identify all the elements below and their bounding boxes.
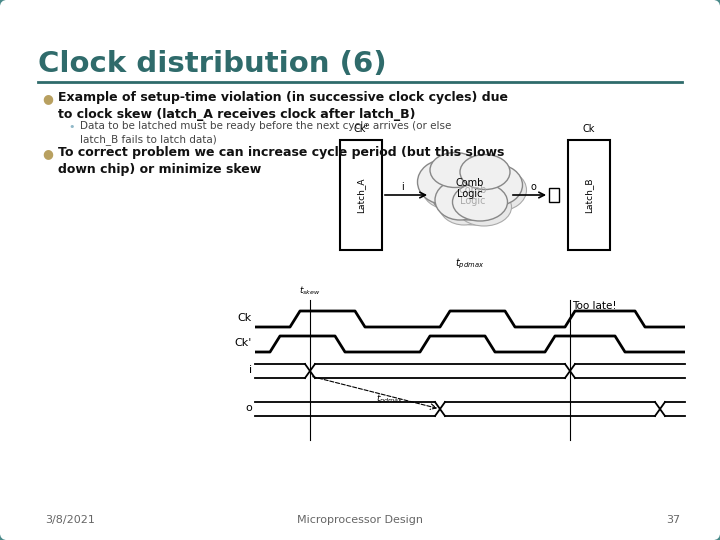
Ellipse shape — [421, 165, 477, 210]
Text: o: o — [530, 182, 536, 192]
Text: To correct problem we can increase cycle period (but this slows: To correct problem we can increase cycle… — [58, 146, 505, 159]
Ellipse shape — [418, 159, 472, 205]
Text: Comb: Comb — [459, 185, 487, 195]
Text: Example of setup-time violation (in successive clock cycles) due: Example of setup-time violation (in succ… — [58, 91, 508, 104]
FancyBboxPatch shape — [549, 188, 559, 202]
Text: Latch_A: Latch_A — [356, 177, 366, 213]
Text: •: • — [68, 122, 74, 132]
Text: Logic: Logic — [460, 196, 486, 206]
Ellipse shape — [430, 160, 510, 220]
Ellipse shape — [452, 183, 508, 221]
Ellipse shape — [435, 180, 485, 220]
Text: $t_{pdmax}$: $t_{pdmax}$ — [455, 257, 485, 272]
Text: $t_{skew}$: $t_{skew}$ — [300, 285, 321, 297]
Text: Comb: Comb — [456, 178, 484, 188]
Text: Microprocessor Design: Microprocessor Design — [297, 515, 423, 525]
Ellipse shape — [434, 165, 514, 225]
Ellipse shape — [460, 154, 510, 190]
Text: Ck': Ck' — [235, 338, 252, 348]
Text: $t_{pdmax}$: $t_{pdmax}$ — [377, 393, 404, 406]
Text: Ck: Ck — [238, 313, 252, 323]
Text: i: i — [402, 182, 405, 192]
Ellipse shape — [456, 188, 511, 226]
Text: Ck: Ck — [582, 124, 595, 134]
Text: o: o — [246, 403, 252, 413]
Text: Too late!: Too late! — [572, 301, 616, 311]
Text: 3/8/2021: 3/8/2021 — [45, 515, 95, 525]
Text: Latch_B: Latch_B — [585, 177, 593, 213]
Text: ●: ● — [42, 92, 53, 105]
Text: ●: ● — [42, 147, 53, 160]
FancyBboxPatch shape — [340, 140, 382, 250]
Ellipse shape — [439, 185, 489, 225]
Text: 37: 37 — [666, 515, 680, 525]
FancyBboxPatch shape — [568, 140, 610, 250]
Text: to clock skew (latch_A receives clock after latch_B): to clock skew (latch_A receives clock af… — [58, 108, 415, 121]
Text: i: i — [249, 365, 252, 375]
Ellipse shape — [467, 164, 523, 206]
Text: Ck': Ck' — [354, 124, 369, 134]
Ellipse shape — [472, 169, 526, 211]
Text: Logic: Logic — [457, 189, 482, 199]
Text: latch_B fails to latch data): latch_B fails to latch data) — [80, 134, 217, 145]
Text: Data to be latched must be ready before the next cycle arrives (or else: Data to be latched must be ready before … — [80, 121, 451, 131]
Text: Clock distribution (6): Clock distribution (6) — [38, 50, 387, 78]
Ellipse shape — [430, 152, 480, 187]
Text: down chip) or minimize skew: down chip) or minimize skew — [58, 163, 261, 176]
